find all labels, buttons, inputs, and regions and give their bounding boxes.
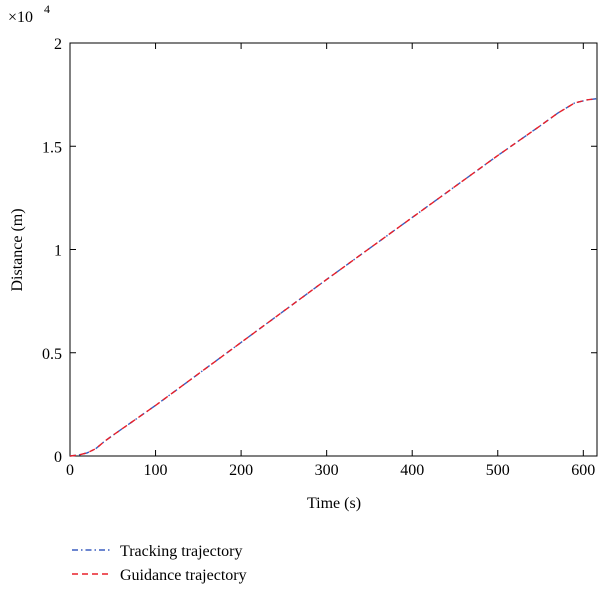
y-tick-label: 0.5 xyxy=(42,346,62,363)
x-tick-label: 500 xyxy=(486,462,510,479)
y-multiplier-exponent: 4 xyxy=(44,2,50,16)
legend-label: Guidance trajectory xyxy=(120,567,247,584)
plot-frame xyxy=(69,42,598,457)
y-tick-label: 2 xyxy=(54,36,62,53)
series-line xyxy=(69,98,597,457)
x-tick-label: 100 xyxy=(144,462,168,479)
y-tick-label: 0 xyxy=(54,449,62,466)
x-tick-label: 300 xyxy=(315,462,339,479)
legend-label: Tracking trajectory xyxy=(120,543,242,560)
series-line xyxy=(69,98,597,457)
x-tick-label: 200 xyxy=(229,462,253,479)
y-axis-label: Distance (m) xyxy=(9,208,26,291)
y-tick-label: 1 xyxy=(54,243,62,260)
x-tick-label: 400 xyxy=(400,462,424,479)
y-tick-label: 1.5 xyxy=(42,139,62,156)
y-multiplier: ×10 xyxy=(8,9,33,26)
x-axis-label: Time (s) xyxy=(307,495,361,512)
x-tick-label: 0 xyxy=(66,462,74,479)
x-tick-label: 600 xyxy=(571,462,595,479)
